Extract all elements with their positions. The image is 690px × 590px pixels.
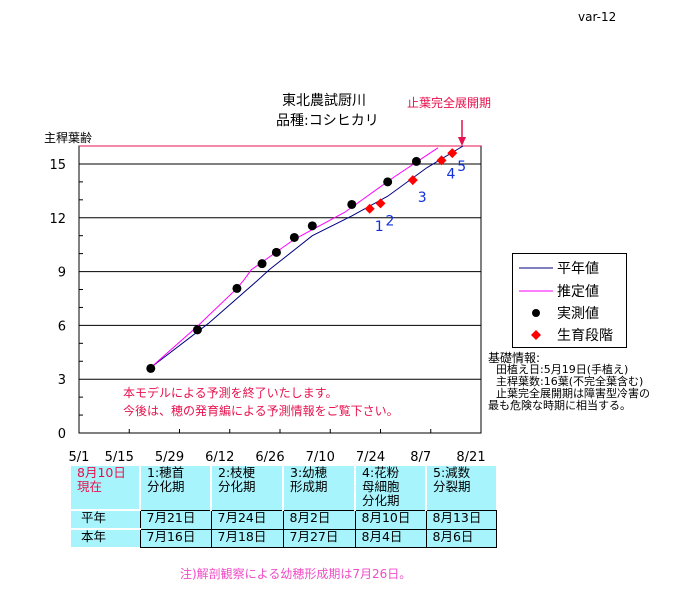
stage-marker (447, 148, 458, 159)
y-tick-label: 12 (49, 212, 66, 227)
diamond-icon (531, 330, 541, 340)
table-cell: 8月13日 (425, 509, 497, 530)
y-tick-label: 6 (58, 319, 66, 334)
line-icon (519, 267, 553, 269)
x-tick-label: 6/26 (255, 450, 284, 465)
info-line: 田植え日:5月19日(手植え) (496, 363, 629, 376)
info-line: 止葉完全展開期は障害型冷害の (496, 387, 650, 400)
legend-estimate: 推定値 (513, 280, 626, 302)
series-line-推定値 (150, 147, 439, 368)
measured-point (257, 259, 267, 269)
measured-point (347, 199, 357, 209)
basic-info: 基礎情報: 田植え日:5月19日(手植え) 主稈葉数:16葉(不完全葉含む) 止… (488, 352, 650, 412)
table-cell: 8月10日 (354, 509, 427, 530)
x-tick-label: 7/24 (356, 450, 385, 465)
stage-header: 3:幼穂 形成期 (283, 466, 356, 510)
stage-header: 4:花粉 母細胞 分化期 (355, 466, 427, 510)
measured-point (307, 221, 317, 231)
stage-number-label: 5 (457, 159, 466, 175)
legend-stage: 生育段階 (513, 324, 626, 346)
row-label: 本年 (71, 528, 141, 547)
info-line: 最も危険な時期に相当する。 (488, 399, 631, 412)
flag-leaf-arrow-head (458, 137, 466, 146)
stage-header: 2:枝梗 分化期 (211, 466, 284, 510)
measured-point (383, 177, 393, 187)
stage-table: 8月10日 現在 1:穂首 分化期 2:枝梗 分化期 3:幼穂 形成期 4:花粉 母細胞分… (71, 466, 497, 548)
table-cell: 8月2日 (282, 509, 356, 530)
annotation-end: 本モデルによる予測を終了いたします。 (123, 386, 338, 400)
dissection-note: 注)解剖観察による幼穂形成期は7月26日。 (180, 567, 412, 581)
y-tick-label: 15 (49, 158, 66, 173)
stage-header: 1:穂首 分化期 (140, 466, 212, 510)
stage-number-label: 3 (418, 190, 427, 206)
row-label: 平年 (71, 509, 141, 529)
version-label: var-12 (578, 10, 617, 24)
table-cell: 7月18日 (210, 528, 284, 548)
table-cell: 7月27日 (282, 528, 356, 548)
table-cell: 7月16日 (139, 528, 212, 548)
measured-point (289, 232, 299, 242)
x-tick-label: 7/10 (306, 450, 335, 465)
chart-title-station: 東北農試厨川 (282, 93, 366, 109)
measured-point (411, 156, 421, 166)
stage-marker (364, 203, 375, 214)
x-tick-label: 5/15 (105, 450, 134, 465)
legend-normal: 平年値 (513, 257, 626, 279)
y-tick-label: 3 (58, 373, 66, 388)
table-cell: 8月4日 (354, 528, 427, 548)
flag-leaf-label: 止葉完全展開期 (407, 96, 492, 110)
table-cell: 7月21日 (139, 509, 212, 530)
y-tick-label: 0 (58, 427, 66, 442)
x-tick-label: 8/21 (456, 450, 485, 465)
table-cell: 8月6日 (425, 528, 497, 548)
measured-point (146, 363, 156, 373)
info-heading: 基礎情報: (488, 351, 541, 365)
table-row: 本年 7月16日 7月18日 7月27日 8月4日 8月6日 (71, 528, 497, 548)
x-tick-label: 5/29 (155, 450, 184, 465)
table-cell: 7月24日 (210, 509, 284, 530)
x-tick-label: 5/1 (69, 450, 90, 465)
chart-title-variety: 品種:コシヒカリ (276, 113, 379, 129)
table-corner: 8月10日 現在 (71, 466, 141, 510)
stage-header: 5:減数 分裂期 (426, 466, 496, 510)
measured-point (271, 247, 281, 257)
measured-point (232, 283, 242, 293)
stage-marker (436, 155, 447, 166)
y-tick-label: 9 (58, 266, 66, 281)
legend-measured: 実測値 (513, 302, 626, 324)
legend: 平年値 推定値 実測値 生育段階 (512, 253, 627, 348)
stage-number-label: 2 (386, 213, 395, 229)
x-tick-label: 8/7 (410, 450, 431, 465)
stage-marker (407, 175, 418, 186)
annotation-next: 今後は、穂の発育編による予測情報をご覧下さい。 (123, 404, 399, 418)
dot-icon (532, 309, 540, 317)
stage-number-label: 4 (447, 166, 456, 182)
table-row: 平年 7月21日 7月24日 8月2日 8月10日 8月13日 (71, 509, 497, 530)
line-icon (519, 290, 553, 292)
info-line: 主稈葉数:16葉(不完全葉含む) (496, 375, 644, 388)
stage-marker (375, 198, 386, 209)
x-tick-label: 6/12 (205, 450, 234, 465)
stage-number-label: 1 (375, 219, 384, 235)
measured-point (192, 325, 202, 335)
y-axis-label: 主稈葉齢 (44, 131, 93, 145)
